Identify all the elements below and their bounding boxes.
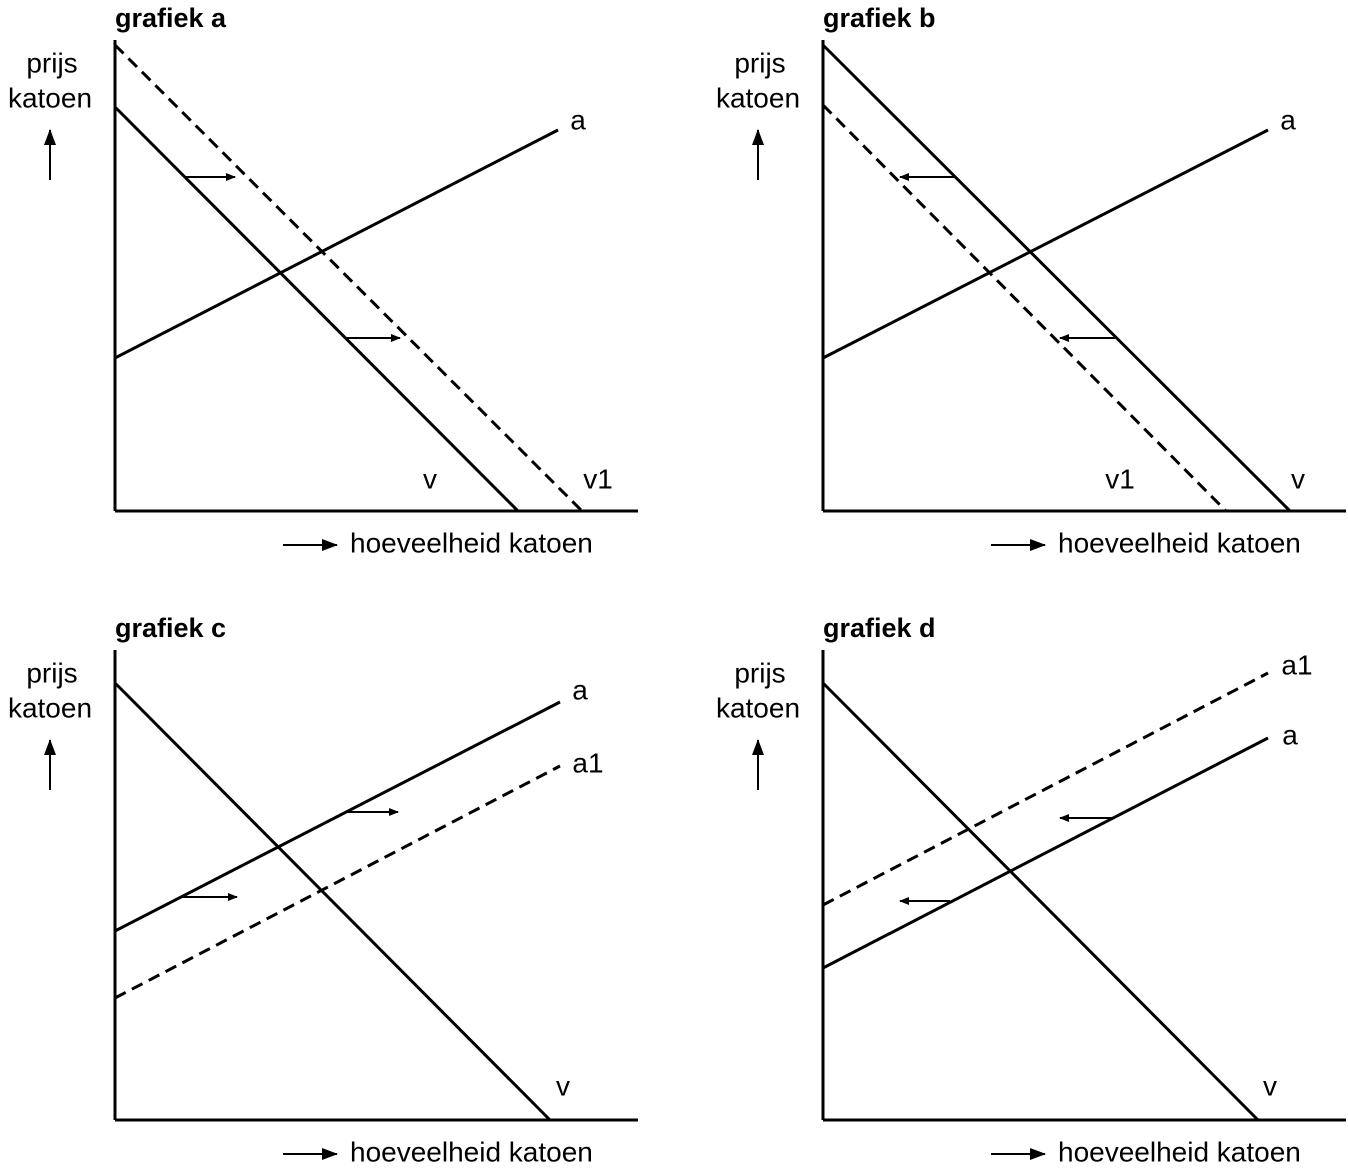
curve-label: v1	[1105, 463, 1135, 494]
x-axis-label: hoeveelheid katoen	[350, 527, 593, 558]
curve	[822, 736, 1269, 970]
curve-label: v1	[583, 463, 613, 494]
curve	[114, 700, 561, 933]
x-axis-label: hoeveelheid katoen	[350, 1136, 593, 1167]
curve	[113, 681, 552, 1122]
curve-label: a	[570, 104, 586, 135]
shifted-curve	[114, 764, 561, 1000]
curve-label: a1	[1281, 649, 1312, 680]
y-axis-label: prijs	[734, 47, 785, 78]
curve-label: a	[572, 674, 588, 705]
shifted-curve	[113, 43, 584, 513]
y-axis-label: prijs	[26, 47, 77, 78]
curve-label: v	[556, 1070, 570, 1101]
curve-label: a	[1280, 104, 1296, 135]
shifted-curve	[821, 103, 1228, 513]
panel-title: grafiek b	[823, 3, 936, 33]
y-axis-label: katoen	[716, 82, 800, 113]
panel-title: grafiek c	[115, 613, 226, 643]
curve	[821, 43, 1292, 513]
x-axis-label: hoeveelheid katoen	[1058, 527, 1301, 558]
panel-title: grafiek d	[823, 613, 936, 643]
curve-label: v	[1263, 1070, 1277, 1101]
y-axis-label: prijs	[734, 657, 785, 688]
panel-title: grafiek a	[115, 3, 227, 33]
y-axis-label: prijs	[26, 657, 77, 688]
curve	[822, 128, 1269, 360]
x-axis-label: hoeveelheid katoen	[1058, 1136, 1301, 1167]
y-axis-label: katoen	[8, 82, 92, 113]
curve-label: a	[1282, 719, 1298, 750]
shifted-curve	[822, 671, 1269, 907]
curve	[113, 105, 520, 513]
curve-label: a1	[572, 747, 603, 778]
y-axis-label: katoen	[8, 692, 92, 723]
curve	[114, 128, 559, 360]
y-axis-label: katoen	[716, 692, 800, 723]
curve	[821, 681, 1260, 1122]
curve-label: v	[423, 463, 437, 494]
curve-label: v	[1291, 463, 1305, 494]
